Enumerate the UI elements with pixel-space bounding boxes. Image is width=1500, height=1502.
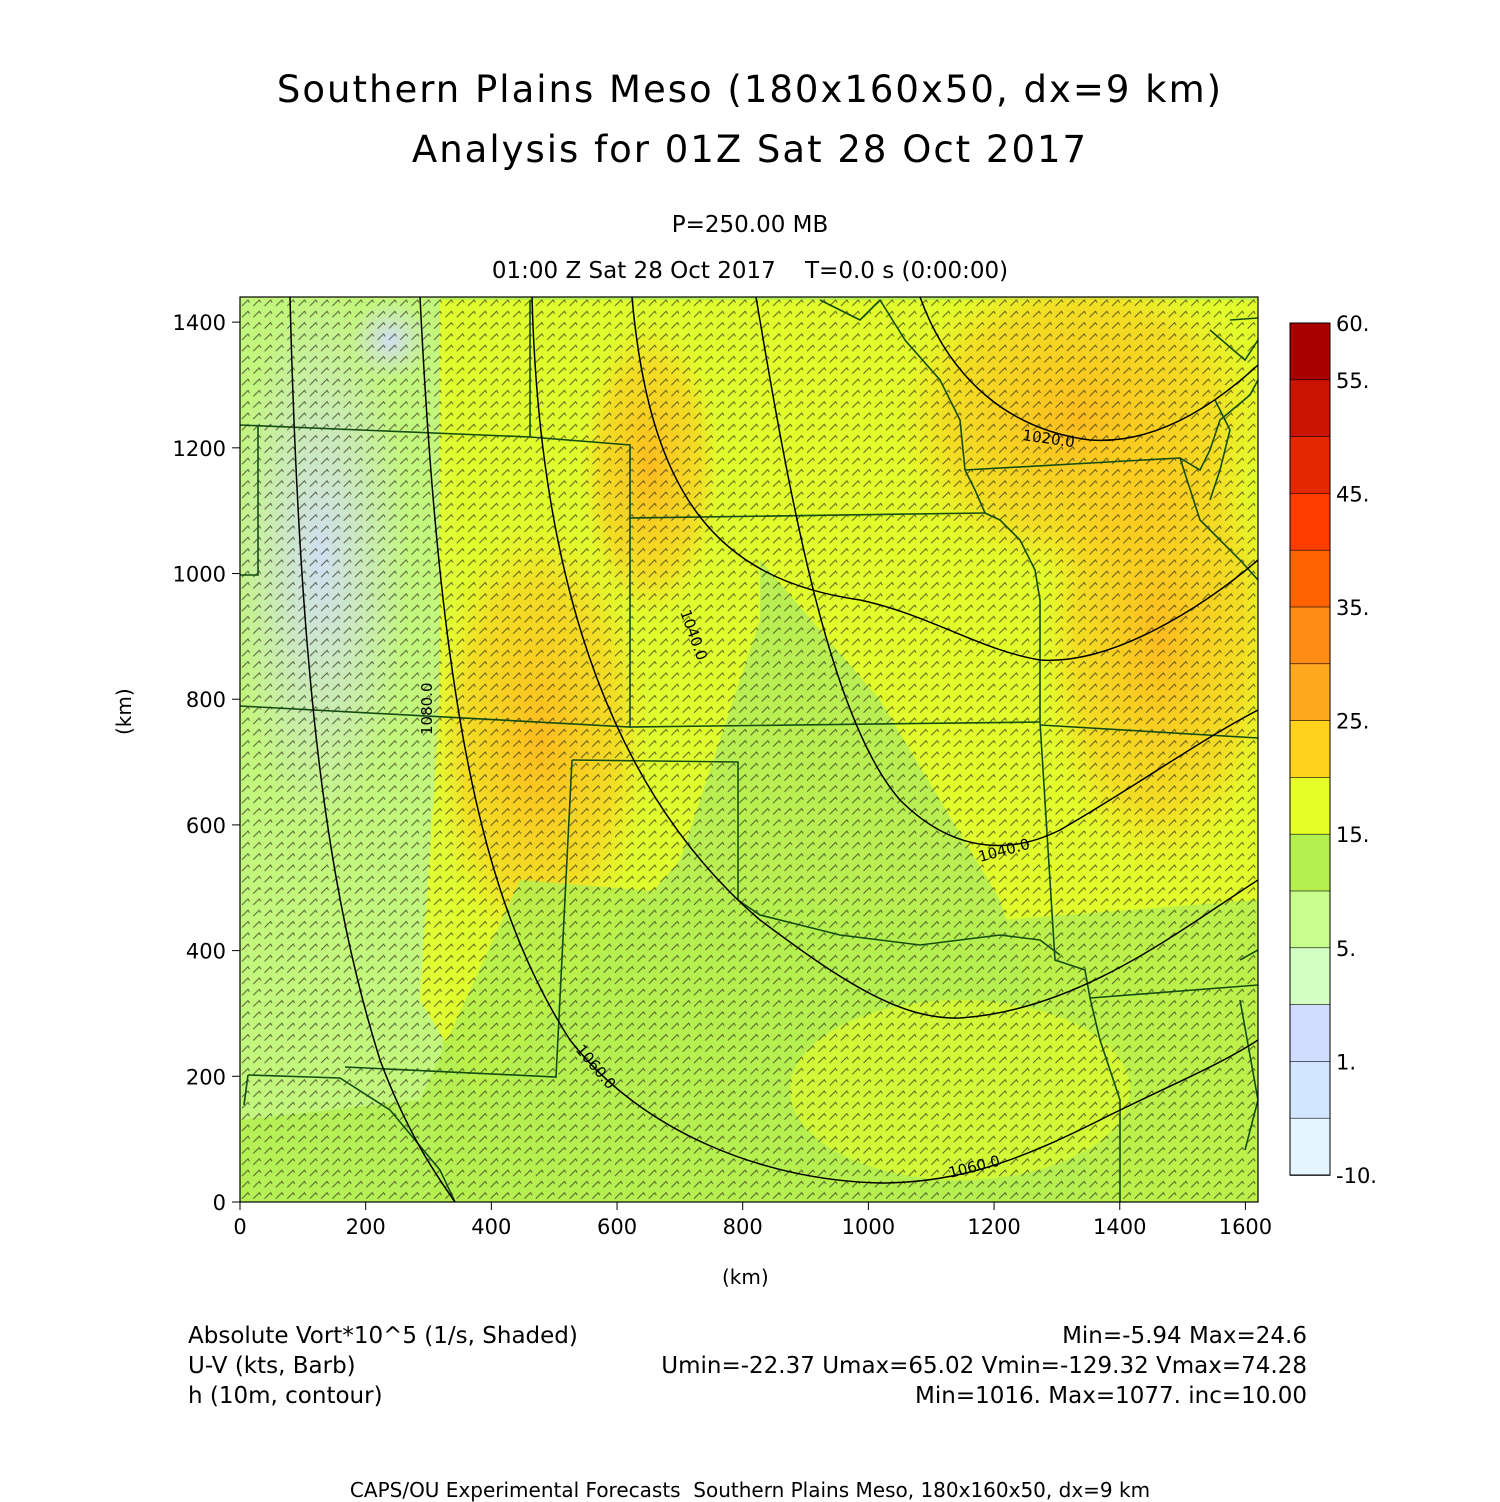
x-tick-label: 1600 — [1219, 1215, 1272, 1239]
page-title: Southern Plains Meso (180x160x50, dx=9 k… — [276, 68, 1224, 111]
colorbar-label: 15. — [1336, 823, 1369, 847]
colorbar-label: 45. — [1336, 482, 1369, 506]
legend-field2-stats: Umin=-22.37 Umax=65.02 Vmin=-129.32 Vmax… — [661, 1353, 1307, 1379]
contour-label: 1080.0 — [418, 683, 436, 736]
y-axis-label: (km) — [112, 688, 136, 735]
colorbar-swatch — [1289, 322, 1331, 381]
colorbar-label: 60. — [1336, 312, 1369, 336]
colorbar-label: 25. — [1336, 710, 1369, 734]
colorbar-label: 35. — [1336, 596, 1369, 620]
legend-field3-name: h (10m, contour) — [188, 1383, 383, 1409]
contour-1080 — [289, 297, 456, 1202]
colorbar-frame — [1289, 322, 1331, 1176]
y-tick-label: 1400 — [173, 311, 226, 335]
colorbar-swatch — [1289, 436, 1331, 495]
contour-1020 — [919, 297, 1258, 442]
x-tick-label: 600 — [597, 1215, 637, 1239]
colorbar-swatch — [1289, 379, 1331, 438]
state-boundaries — [240, 299, 1258, 1202]
footer-credit: CAPS/OU Experimental Forecasts Southern … — [349, 1478, 1151, 1502]
pressure-level: P=250.00 MB — [671, 212, 829, 238]
wind-barbs — [240, 297, 1258, 1202]
colorbar-label: -10. — [1336, 1164, 1377, 1188]
x-axis-ticks: 0 200 400 600 800 1000 1200 1400 1600 — [233, 1202, 1272, 1239]
contour-1060-north — [531, 297, 1258, 1019]
colorbar: 60. 55. 45. 35. 25. 15. 5. 1. -10. — [1289, 312, 1377, 1188]
valid-time: 01:00 Z Sat 28 Oct 2017 T=0.0 s (0:00:00… — [491, 258, 1009, 284]
height-contours — [289, 297, 1258, 1202]
contour-1040-north — [631, 297, 1258, 662]
x-tick-label: 1400 — [1093, 1215, 1146, 1239]
x-tick-label: 200 — [346, 1215, 386, 1239]
colorbar-swatch — [1289, 1061, 1331, 1120]
colorbar-swatch — [1289, 1004, 1331, 1063]
colorbar-swatch — [1289, 606, 1331, 665]
contour-1040-south — [755, 297, 1258, 847]
y-tick-label: 600 — [186, 814, 226, 838]
colorbar-swatch — [1289, 493, 1331, 551]
colorbar-swatch — [1289, 947, 1331, 1006]
colorbar-swatch — [1289, 833, 1331, 892]
x-tick-label: 800 — [723, 1215, 763, 1239]
page-subtitle: Analysis for 01Z Sat 28 Oct 2017 — [411, 128, 1089, 171]
y-tick-label: 1200 — [173, 437, 226, 461]
colorbar-swatch — [1289, 663, 1331, 722]
x-axis-label: (km) — [722, 1265, 769, 1289]
legend-field3-stats: Min=1016. Max=1077. inc=10.00 — [915, 1383, 1307, 1409]
contour-1060-south — [419, 297, 1258, 1184]
colorbar-swatch — [1289, 777, 1331, 836]
y-tick-label: 200 — [186, 1065, 226, 1089]
plot-area — [240, 297, 1258, 1202]
colorbar-swatch — [1289, 1117, 1331, 1176]
x-tick-label: 0 — [233, 1215, 246, 1239]
colorbar-label: 1. — [1336, 1050, 1356, 1074]
y-tick-label: 0 — [213, 1191, 226, 1215]
plot-frame — [239, 296, 1259, 1203]
x-tick-label: 1200 — [967, 1215, 1020, 1239]
x-tick-label: 1000 — [842, 1215, 895, 1239]
x-tick-label: 400 — [471, 1215, 511, 1239]
legend-field1-stats: Min=-5.94 Max=24.6 — [1062, 1323, 1307, 1349]
colorbar-swatch — [1289, 890, 1331, 949]
legend-field2-name: U-V (kts, Barb) — [188, 1353, 356, 1379]
y-tick-label: 800 — [186, 688, 226, 712]
y-tick-label: 400 — [186, 940, 226, 964]
colorbar-swatch — [1289, 720, 1331, 779]
y-tick-label: 1000 — [173, 563, 226, 587]
y-axis-ticks: 0 200 400 600 800 1000 1200 1400 — [173, 311, 240, 1215]
colorbar-label: 5. — [1336, 937, 1356, 961]
colorbar-swatch — [1289, 549, 1331, 608]
legend-field1-name: Absolute Vort*10^5 (1/s, Shaded) — [188, 1323, 578, 1349]
colorbar-label: 55. — [1336, 369, 1369, 393]
